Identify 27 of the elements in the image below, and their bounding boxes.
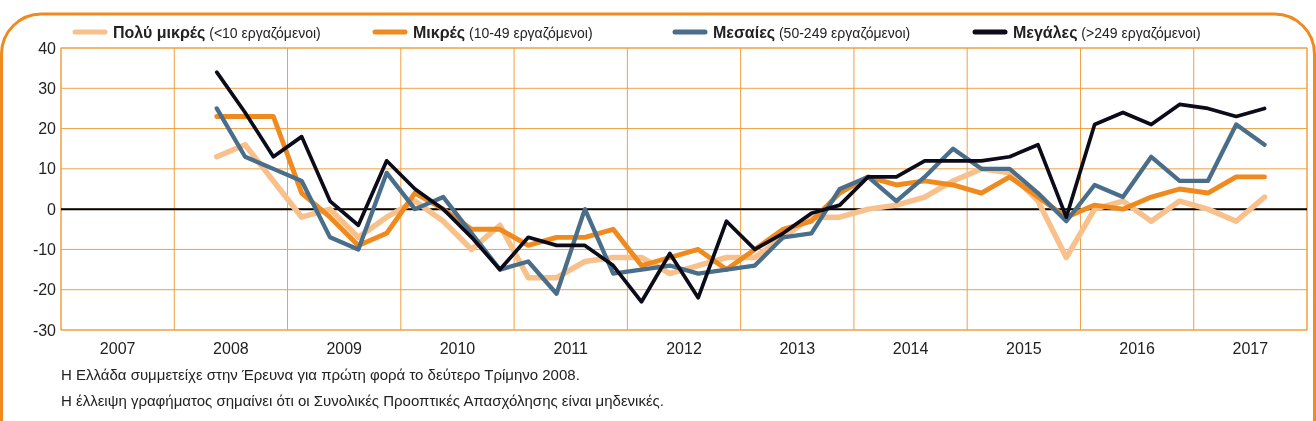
legend-label: Πολύ μικρές (<10 εργαζόμενοι) bbox=[113, 23, 321, 42]
x-tick-label: 2016 bbox=[1119, 340, 1155, 357]
x-tick-label: 2017 bbox=[1232, 340, 1269, 357]
legend-label: Μικρές (10-49 εργαζόμενοι) bbox=[413, 23, 593, 42]
y-tick-label: 30 bbox=[38, 79, 57, 97]
text: Η έλλειψη γραφήματος σημαίνει ότι οι Συνολικές Προοπτικές Απασχόλησης είναι μηδενικές. bbox=[61, 392, 664, 409]
legend-label: Μεσαίες (50-249 εργαζόμενοι) bbox=[713, 23, 911, 42]
x-tick-label: 2011 bbox=[553, 340, 589, 357]
x-tick-label: 2009 bbox=[326, 340, 363, 357]
y-tick-label: 40 bbox=[38, 39, 57, 57]
x-tick-label: 2007 bbox=[99, 340, 136, 357]
y-tick-label: 20 bbox=[38, 120, 57, 138]
legend-label: Μεγάλες (>249 εργαζόμενοι) bbox=[1013, 23, 1201, 42]
y-tick-label: 0 bbox=[47, 200, 57, 218]
x-tick-label: 2014 bbox=[892, 340, 929, 357]
y-tick-label: -10 bbox=[32, 241, 57, 259]
line-series bbox=[214, 70, 1267, 304]
x-tick-label: 2013 bbox=[779, 340, 816, 357]
line-series bbox=[214, 106, 1267, 296]
y-tick-label: 10 bbox=[38, 160, 57, 178]
x-tick-label: 2010 bbox=[439, 340, 476, 357]
y-tick-label: -30 bbox=[32, 321, 57, 339]
x-tick-label: 2008 bbox=[213, 340, 249, 357]
x-tick-label: 2012 bbox=[666, 340, 702, 357]
text: Η Ελλάδα συμμετείχε στην Έρευνα για πρώτη φορά το δεύτερο Τρίμηνο 2008. bbox=[61, 366, 580, 383]
y-tick-label: -20 bbox=[32, 281, 57, 299]
x-tick-label: 2015 bbox=[1006, 340, 1042, 357]
